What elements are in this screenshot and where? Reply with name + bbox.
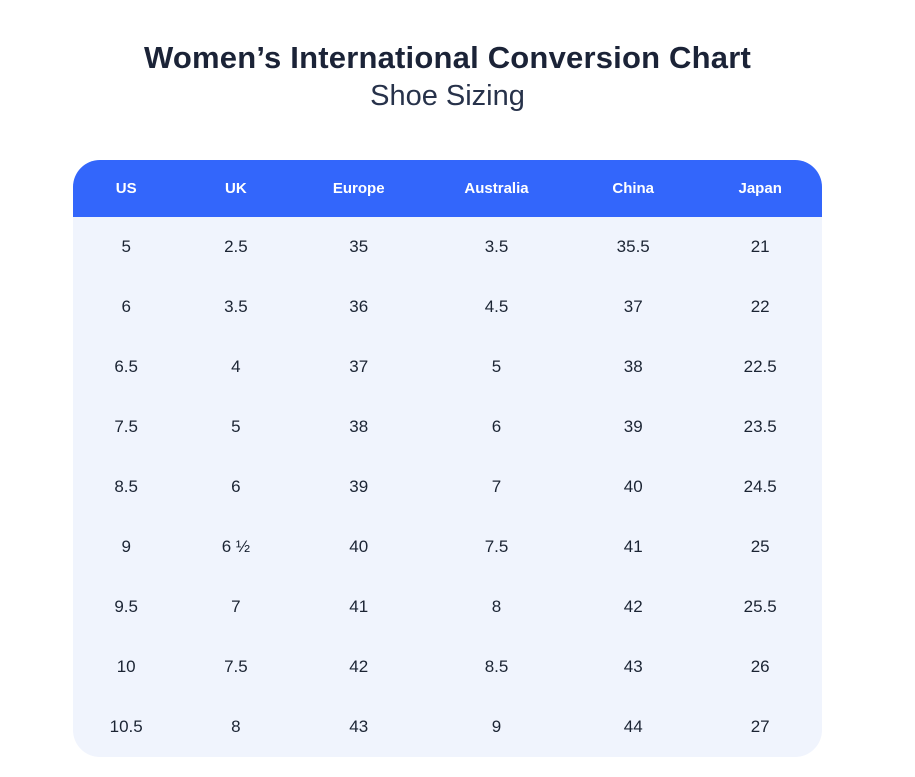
size-cell: 8.5 [114, 477, 138, 496]
size-cell: 3.5 [224, 297, 248, 316]
size-cell: 43 [349, 717, 369, 736]
conversion-table: US UK Europe Australia China Japan 5 2.5 35 3.5 3… [73, 160, 822, 757]
size-cell: 5 [121, 237, 131, 256]
size-cell: 2.5 [224, 237, 248, 256]
column-header-japan: Japan [738, 180, 782, 197]
size-cell: 40 [623, 477, 643, 496]
size-cell: 7.5 [114, 417, 138, 436]
size-cell: 7.5 [484, 537, 509, 556]
size-cell: 38 [349, 417, 369, 436]
size-cell: 6 [491, 417, 502, 436]
size-cell: 43 [623, 657, 643, 676]
page-content: Women’s International Conversion Chart S… [73, 0, 822, 757]
size-cell: 7.5 [224, 657, 248, 676]
size-cell: 39 [349, 477, 369, 496]
conversion-table-container: US UK Europe Australia China Japan 5 2.5 35 3.5 3… [73, 160, 822, 757]
table-row: 10.5 8 43 9 44 27 [73, 697, 822, 757]
size-cell: 6.5 [114, 357, 138, 376]
size-cell: 38 [623, 357, 643, 376]
page-title: Women’s International Conversion Chart [143, 40, 751, 75]
size-cell: 40 [349, 537, 369, 556]
table-header-row: US UK Europe Australia China Japan [73, 160, 822, 217]
size-cell: 25.5 [743, 597, 777, 616]
size-cell: 37 [623, 297, 643, 316]
table-row: 10 7.5 42 8.5 43 26 [73, 637, 822, 697]
size-cell: 6 [121, 297, 131, 316]
size-cell: 5 [491, 357, 502, 376]
table-row: 8.5 6 39 7 40 24.5 [73, 457, 822, 517]
size-cell: 27 [750, 717, 770, 736]
size-cell: 9 [121, 537, 131, 556]
table-row: 6.5 4 37 5 38 22.5 [73, 337, 822, 397]
size-cell: 41 [349, 597, 369, 616]
size-cell: 37 [349, 357, 369, 376]
column-header-australia: Australia [464, 180, 529, 197]
table-body: 5 2.5 35 3.5 35.5 21 6 3.5 36 4.5 37 22 6.5 4 37 5 38 22.… [73, 217, 822, 757]
size-cell: 42 [623, 597, 643, 616]
size-cell: 44 [623, 717, 643, 736]
size-cell: 21 [750, 237, 770, 256]
size-cell: 25 [750, 537, 770, 556]
size-cell: 7 [491, 477, 502, 496]
page-subtitle: Shoe Sizing [370, 80, 525, 112]
size-cell: 10 [116, 657, 136, 676]
size-cell: 35.5 [616, 237, 650, 256]
size-cell: 4.5 [484, 297, 509, 316]
size-cell: 36 [349, 297, 369, 316]
table-row: 5 2.5 35 3.5 35.5 21 [73, 217, 822, 277]
size-cell: 4 [231, 357, 241, 376]
size-cell: 42 [349, 657, 369, 676]
size-cell: 8.5 [484, 657, 509, 676]
column-header-europe: Europe [332, 180, 385, 197]
column-header-uk: UK [225, 180, 247, 197]
size-cell: 3.5 [484, 237, 509, 256]
size-cell: 5 [231, 417, 241, 436]
table-row: 9.5 7 41 8 42 25.5 [73, 577, 822, 637]
size-cell: 22 [750, 297, 770, 316]
size-cell: 6 ½ [221, 537, 251, 556]
table-row: 9 6 ½ 40 7.5 41 25 [73, 517, 822, 577]
size-cell: 10.5 [109, 717, 143, 736]
size-cell: 8 [231, 717, 241, 736]
column-header-china: China [612, 180, 655, 197]
size-cell: 35 [349, 237, 369, 256]
size-cell: 22.5 [743, 357, 777, 376]
table-row: 7.5 5 38 6 39 23.5 [73, 397, 822, 457]
size-cell: 24.5 [743, 477, 777, 496]
size-cell: 23.5 [743, 417, 777, 436]
size-cell: 7 [231, 597, 241, 616]
size-cell: 39 [623, 417, 643, 436]
size-cell: 41 [623, 537, 643, 556]
size-cell: 26 [750, 657, 770, 676]
size-cell: 8 [491, 597, 502, 616]
size-cell: 9.5 [114, 597, 138, 616]
size-cell: 6 [231, 477, 241, 496]
size-cell: 9 [491, 717, 502, 736]
column-header-us: US [115, 180, 137, 197]
table-row: 6 3.5 36 4.5 37 22 [73, 277, 822, 337]
